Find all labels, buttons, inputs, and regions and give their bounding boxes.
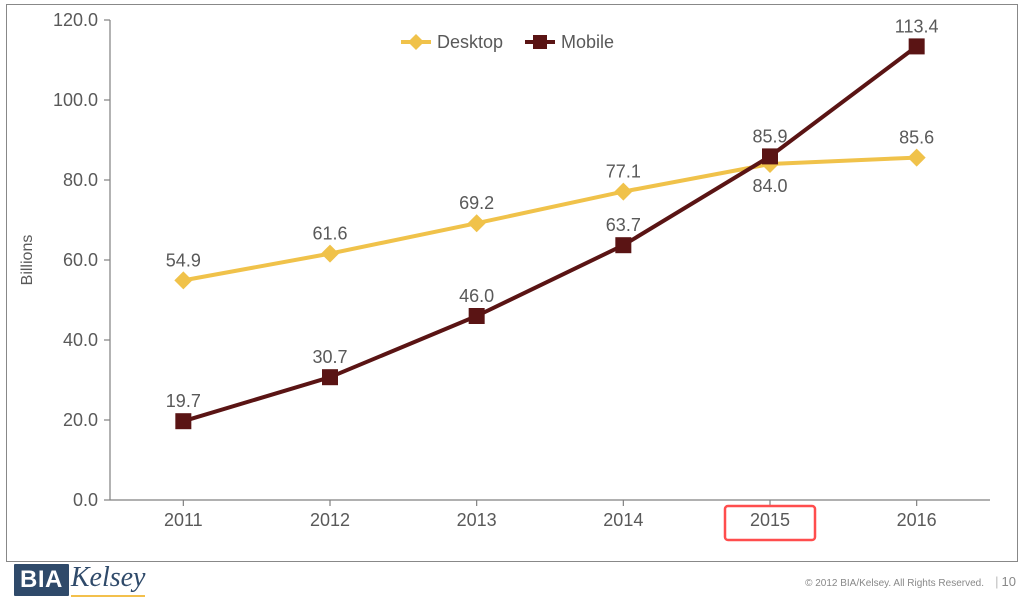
data-label: 46.0: [459, 286, 494, 306]
x-tick-label: 2014: [603, 510, 643, 530]
copyright-text: © 2012 BIA/Kelsey. All Rights Reserved.: [805, 578, 984, 589]
data-label: 69.2: [459, 193, 494, 213]
x-tick-label: 2012: [310, 510, 350, 530]
page-number: |10: [995, 574, 1016, 589]
y-tick-label: 100.0: [53, 90, 98, 110]
data-label: 77.1: [606, 162, 641, 182]
marker-diamond: [614, 183, 632, 201]
y-tick-label: 0.0: [73, 490, 98, 510]
data-label: 63.7: [606, 215, 641, 235]
data-label: 19.7: [166, 391, 201, 411]
marker-square: [469, 308, 485, 324]
page-number-value: 10: [1002, 574, 1016, 589]
x-tick-label: 2016: [897, 510, 937, 530]
y-tick-label: 40.0: [63, 330, 98, 350]
x-tick-label: 2011: [164, 510, 203, 530]
line-chart: 0.0 20.0 40.0 60.0 80.0 100.0 120.0 Billions 201…: [0, 0, 1024, 605]
data-label: 30.7: [312, 347, 347, 367]
data-label: 85.9: [752, 126, 787, 146]
legend-label: Mobile: [561, 32, 614, 52]
data-label: 113.4: [895, 16, 939, 36]
marker-square: [322, 369, 338, 385]
x-tick-label: 2015: [750, 510, 790, 530]
data-label: 85.6: [899, 128, 934, 148]
series-line-desktop: [183, 158, 916, 281]
legend-label: Desktop: [437, 32, 503, 52]
y-tick-label: 20.0: [63, 410, 98, 430]
marker-square: [175, 413, 191, 429]
marker-diamond: [174, 271, 192, 289]
y-axis-title: Billions: [19, 235, 36, 286]
marker-square: [615, 237, 631, 253]
data-label: 84.0: [752, 176, 787, 196]
data-label: 54.9: [166, 250, 201, 270]
bia-kelsey-logo: BIA Kelsey: [14, 560, 145, 600]
y-tick-label: 60.0: [63, 250, 98, 270]
series-line-mobile: [183, 46, 916, 421]
marker-square: [909, 38, 925, 54]
marker-diamond: [468, 214, 486, 232]
marker-diamond: [908, 149, 926, 167]
marker-diamond: [321, 245, 339, 263]
logo-kelsey-text: Kelsey: [71, 564, 146, 597]
data-label: 61.6: [312, 224, 347, 244]
y-tick-label: 120.0: [53, 10, 98, 30]
y-tick-label: 80.0: [63, 170, 98, 190]
logo-bia-text: BIA: [14, 564, 69, 596]
marker-square: [762, 148, 778, 164]
x-tick-label: 2013: [457, 510, 497, 530]
legend: Desktop Mobile: [401, 32, 614, 52]
